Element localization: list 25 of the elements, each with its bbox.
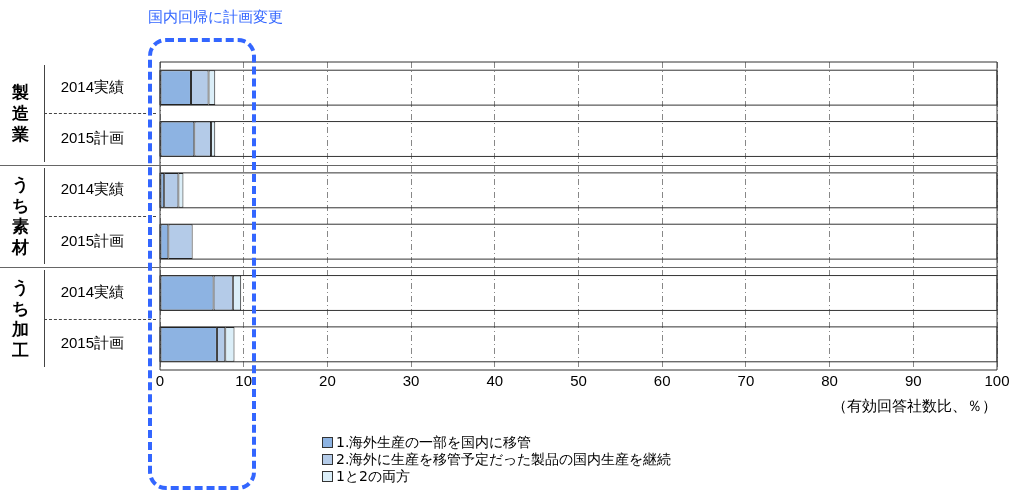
x-tick-label: 0 [155,372,165,390]
x-tick-label: 70 [737,372,755,390]
y-tick-label: 2014実績 [60,283,124,301]
y-tick-label: 2014実績 [60,77,124,95]
x-tick-label: 40 [486,372,504,390]
x-tick-label: 80 [821,372,838,390]
legend-label: 2.海外に生産を移管予定だった製品の国内生産を継続 [336,451,672,468]
legend-label: 1.海外生産の一部を国内に移管 [336,434,532,451]
y-tick-label: 2014実績 [60,180,124,198]
text: 国内回帰に計画変更 [148,8,283,27]
x-tick-label: 60 [653,372,671,390]
x-tick-label: 50 [570,372,587,390]
x-tick-label: 10 [235,372,253,390]
text: うち素材 [12,174,30,258]
y-tick-label: 2015計画 [60,129,124,147]
x-tick-label: 90 [904,372,922,390]
x-tick-label: 30 [402,372,420,390]
y-tick-label: 2015計画 [60,334,124,352]
x-axis-title: （有効回答社数比、％） [832,397,997,415]
x-tick-label: 100 [984,372,1010,390]
legend-label: 1と2の両方 [336,468,410,485]
text: 製造業 [12,81,30,145]
text: うち加工 [12,276,30,361]
y-tick-label: 2015計画 [60,231,124,249]
x-tick-label: 20 [319,372,336,390]
